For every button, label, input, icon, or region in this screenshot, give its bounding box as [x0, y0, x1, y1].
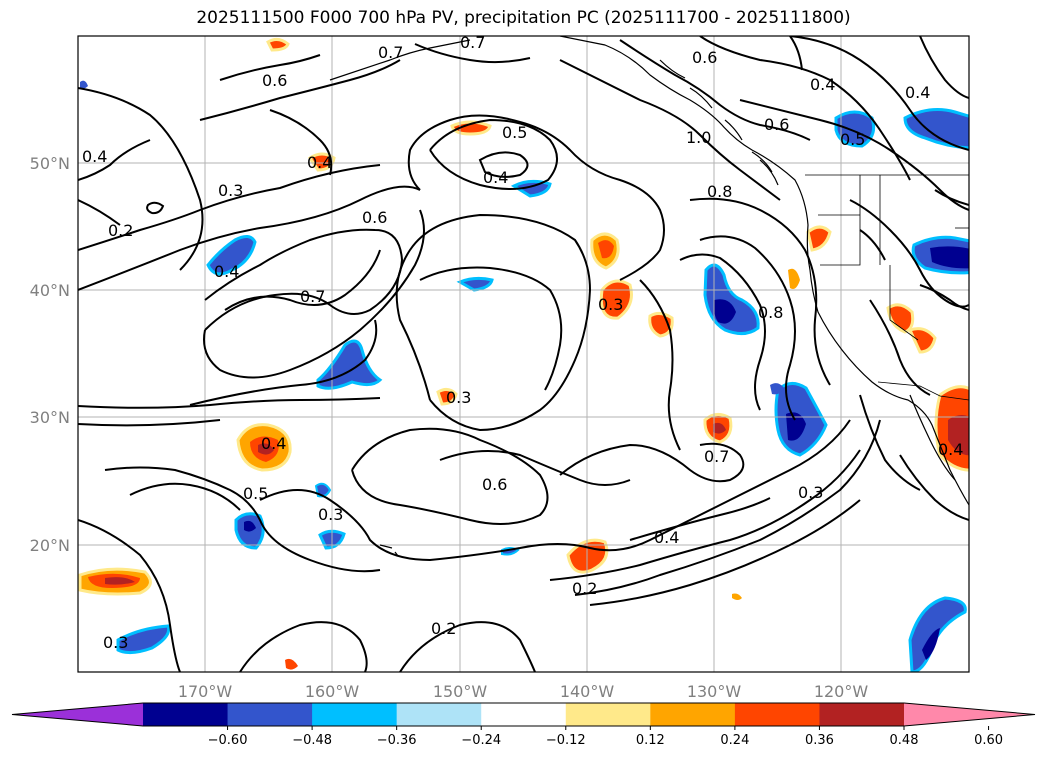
colorbar-tick-label: −0.24	[461, 733, 501, 748]
contour-label: 0.5	[502, 123, 527, 142]
contour-label: 0.7	[704, 447, 729, 466]
contour-label: 0.4	[483, 168, 508, 187]
contour-label: 0.2	[431, 619, 456, 638]
colorbar-extend-min	[12, 703, 143, 726]
contour-label: 0.3	[318, 505, 343, 524]
contour-label: 0.2	[572, 579, 597, 598]
contour-label: 0.3	[446, 388, 471, 407]
map-frame	[77, 35, 970, 673]
contour-label: 0.6	[764, 115, 789, 134]
contour-label: 0.5	[243, 484, 268, 503]
colorbar-tick-label: −0.36	[377, 733, 417, 748]
lat-label: 40°N	[30, 281, 70, 300]
colorbar-tick-label: 0.24	[720, 733, 749, 748]
colorbar-tick-label: 0.60	[974, 733, 1003, 748]
lon-label: 120°W	[814, 682, 869, 701]
contour-label: 0.3	[103, 633, 128, 652]
contour-label: 0.7	[300, 287, 325, 306]
contour-label: 0.8	[758, 303, 783, 322]
contour-label: 0.3	[598, 295, 623, 314]
contour-label: 0.6	[362, 208, 387, 227]
contour-label: 0.6	[482, 475, 507, 494]
contour-label: 0.6	[692, 48, 717, 67]
colorbar-tick-label: −0.48	[292, 733, 332, 748]
colorbar-tick-label: 0.48	[890, 733, 919, 748]
contour-label: 0.4	[261, 434, 286, 453]
contour-label: 0.4	[905, 83, 930, 102]
contour-label: 0.3	[218, 181, 243, 200]
precip-blobs	[78, 37, 969, 672]
contour-label: 0.4	[214, 262, 239, 281]
lon-label: 130°W	[687, 682, 742, 701]
pv-contours	[78, 36, 969, 672]
colorbar-swatch	[650, 703, 736, 726]
positive-precip-blobs	[78, 37, 969, 670]
contour-label: 0.8	[707, 182, 732, 201]
contour-label: 1.0	[686, 128, 711, 147]
colorbar-tick-label: 0.36	[805, 733, 834, 748]
contour-label: 0.4	[938, 440, 963, 459]
colorbar-swatch	[481, 703, 567, 726]
contour-label: 0.4	[307, 153, 332, 172]
colorbar-swatch	[565, 703, 651, 726]
lon-label: 140°W	[560, 682, 615, 701]
borders	[805, 174, 969, 401]
lon-label: 170°W	[178, 682, 233, 701]
contour-label: 0.6	[262, 71, 287, 90]
colorbar-swatch	[396, 703, 482, 726]
map-background	[78, 36, 969, 672]
colorbar-swatch	[227, 703, 313, 726]
contour-label: 0.7	[378, 43, 403, 62]
contour-label: 0.4	[810, 75, 835, 94]
lat-label: 30°N	[30, 408, 70, 427]
colorbar-tick-label: −0.12	[546, 733, 586, 748]
contour-label: 0.2	[108, 221, 133, 240]
latitude-labels: 50°N 40°N 30°N 20°N	[30, 154, 70, 555]
negative-precip-blobs	[80, 80, 969, 672]
coastlines	[329, 36, 969, 557]
contour-label: 0.4	[654, 528, 679, 547]
contour-label: 0.7	[460, 33, 485, 52]
lat-label: 50°N	[30, 154, 70, 173]
colorbar-tick-label: 0.12	[636, 733, 665, 748]
colorbar-swatch	[312, 703, 398, 726]
contour-label: 0.4	[82, 147, 107, 166]
colorbar-extend-max	[904, 703, 1035, 726]
contour-label: 0.5	[840, 130, 865, 149]
lon-label: 160°W	[305, 682, 360, 701]
lat-label: 20°N	[30, 536, 70, 555]
colorbar: −0.60 −0.48 −0.36 −0.24 −0.12 0.12 0.24 0.36 0.4…	[11, 702, 1036, 748]
colorbar-swatch	[734, 703, 820, 726]
colorbar-tick-label: −0.60	[208, 733, 248, 748]
colorbar-swatch	[819, 703, 905, 726]
longitude-labels: 170°W 160°W 150°W 140°W 130°W 120°W	[178, 682, 869, 701]
contour-label: 0.3	[798, 483, 823, 502]
map-title: 2025111500 F000 700 hPa PV, precipitatio…	[196, 8, 851, 28]
colorbar-outline	[11, 702, 1036, 727]
colorbar-swatch	[143, 703, 229, 726]
lon-label: 150°W	[433, 682, 488, 701]
contour-labels: 0.7 0.7 0.6 0.6 0.4 0.4 0.5 0.4 0.5 1.0 …	[82, 33, 963, 652]
